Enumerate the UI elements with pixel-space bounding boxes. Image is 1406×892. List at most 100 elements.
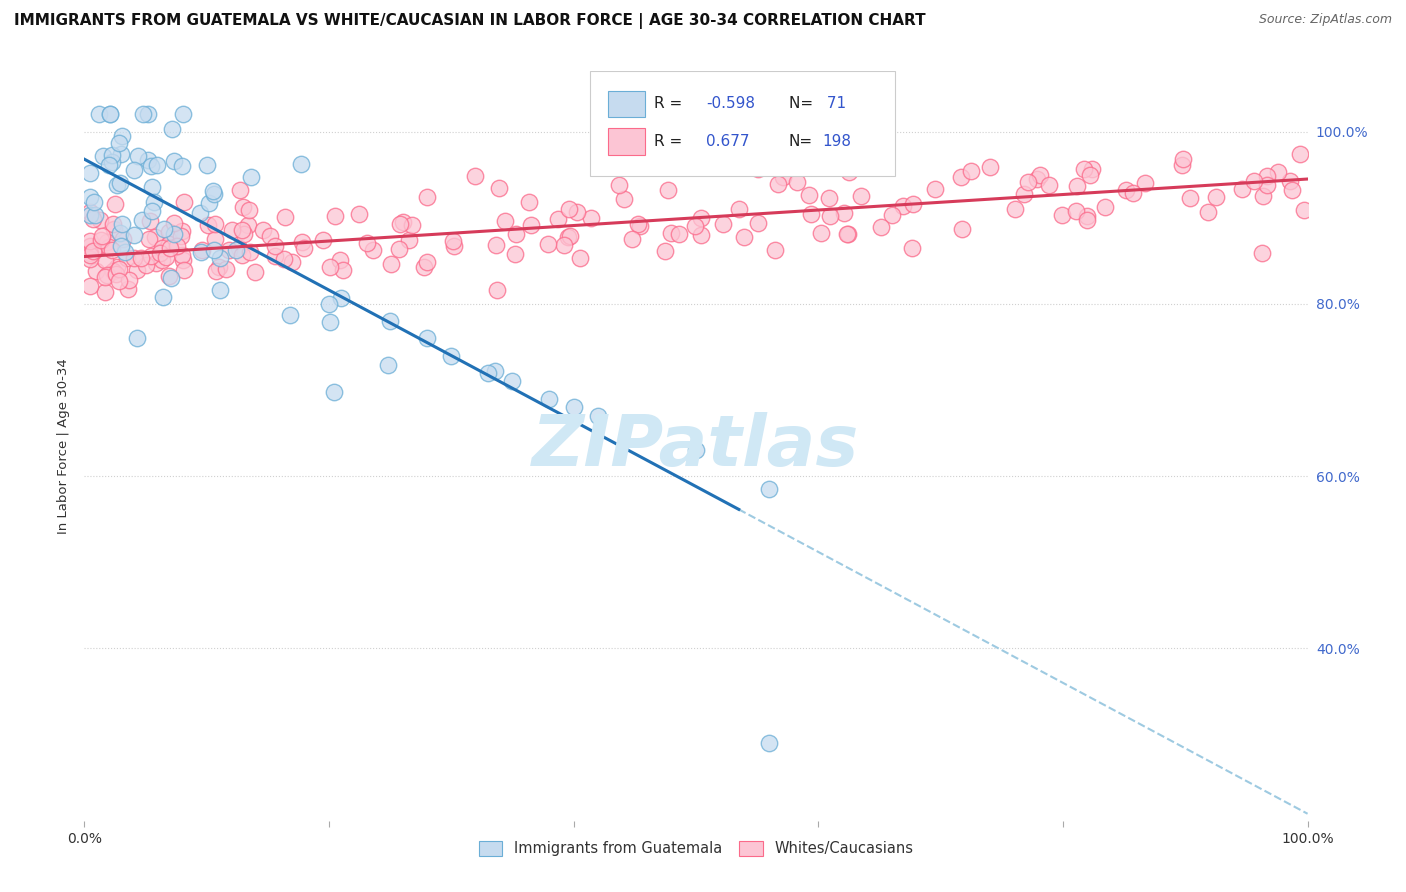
Point (959, 164, 981, 178)
Point (464, 169, 486, 183)
Point (79, 248, 101, 262)
Point (155, 250, 177, 264)
Point (143, 229, 166, 244)
Point (685, 443, 707, 458)
Point (195, 158, 218, 172)
Point (1178, 191, 1201, 205)
Point (263, 250, 285, 264)
Point (94, 285, 117, 299)
Point (1294, 203, 1316, 218)
Point (870, 220, 893, 235)
Point (204, 186, 226, 201)
Point (139, 249, 162, 263)
Point (654, 244, 676, 258)
Point (392, 215, 415, 229)
Point (79, 246, 101, 260)
Point (110, 176, 132, 190)
Point (173, 194, 195, 209)
Point (138, 107, 160, 121)
Point (82, 212, 104, 227)
Point (98, 107, 121, 121)
Point (486, 283, 509, 297)
Point (111, 217, 134, 231)
Point (1171, 158, 1194, 172)
Point (488, 181, 510, 195)
Text: -0.598: -0.598 (706, 96, 755, 112)
Point (91, 149, 114, 163)
Point (204, 264, 226, 278)
Point (1173, 152, 1195, 166)
Point (901, 241, 924, 255)
Point (361, 243, 384, 257)
Point (98, 107, 121, 121)
Point (319, 315, 342, 329)
Point (758, 482, 780, 496)
Point (502, 375, 524, 389)
Point (111, 128, 134, 143)
Point (607, 178, 630, 192)
Point (1205, 190, 1227, 204)
Point (477, 366, 499, 380)
Point (145, 256, 167, 270)
Point (747, 216, 769, 230)
Point (108, 136, 131, 150)
Point (231, 248, 253, 262)
Point (1243, 174, 1265, 188)
Point (485, 238, 508, 252)
Point (231, 222, 253, 236)
Point (221, 222, 243, 236)
Point (1029, 169, 1052, 183)
Point (1080, 168, 1102, 182)
Point (202, 243, 225, 257)
Point (1198, 205, 1220, 219)
Point (747, 161, 769, 176)
Point (104, 267, 127, 281)
Point (503, 247, 526, 261)
Text: N=: N= (789, 134, 813, 149)
Point (786, 176, 808, 190)
Point (79, 252, 101, 266)
Point (1251, 189, 1274, 203)
Point (131, 251, 153, 265)
Point (1279, 174, 1302, 188)
Point (1256, 178, 1278, 192)
Point (484, 364, 506, 378)
Point (101, 217, 124, 231)
Point (1012, 187, 1035, 202)
Text: R =: R = (654, 96, 688, 112)
Point (711, 217, 734, 231)
Point (733, 229, 755, 244)
Point (236, 218, 259, 232)
Point (505, 227, 527, 242)
Point (94, 253, 117, 268)
Point (229, 183, 252, 197)
Point (105, 260, 128, 274)
Point (98, 158, 121, 172)
Point (170, 224, 193, 238)
Point (122, 251, 145, 265)
Point (949, 169, 972, 184)
Point (380, 257, 402, 271)
Point (416, 189, 439, 203)
Point (83, 195, 105, 210)
FancyBboxPatch shape (589, 71, 896, 177)
Point (377, 358, 399, 372)
Point (228, 241, 250, 255)
Point (93, 269, 115, 284)
Point (683, 219, 706, 234)
Point (292, 241, 315, 255)
Point (215, 262, 238, 277)
Point (1251, 245, 1274, 260)
Point (131, 212, 153, 227)
Point (586, 409, 609, 423)
Point (132, 107, 155, 121)
Point (1026, 172, 1049, 186)
Point (837, 227, 859, 242)
Point (329, 252, 352, 267)
Point (89, 107, 111, 121)
Point (138, 232, 160, 246)
Point (239, 245, 262, 260)
Point (163, 153, 186, 168)
Point (157, 225, 180, 239)
Point (621, 232, 644, 246)
